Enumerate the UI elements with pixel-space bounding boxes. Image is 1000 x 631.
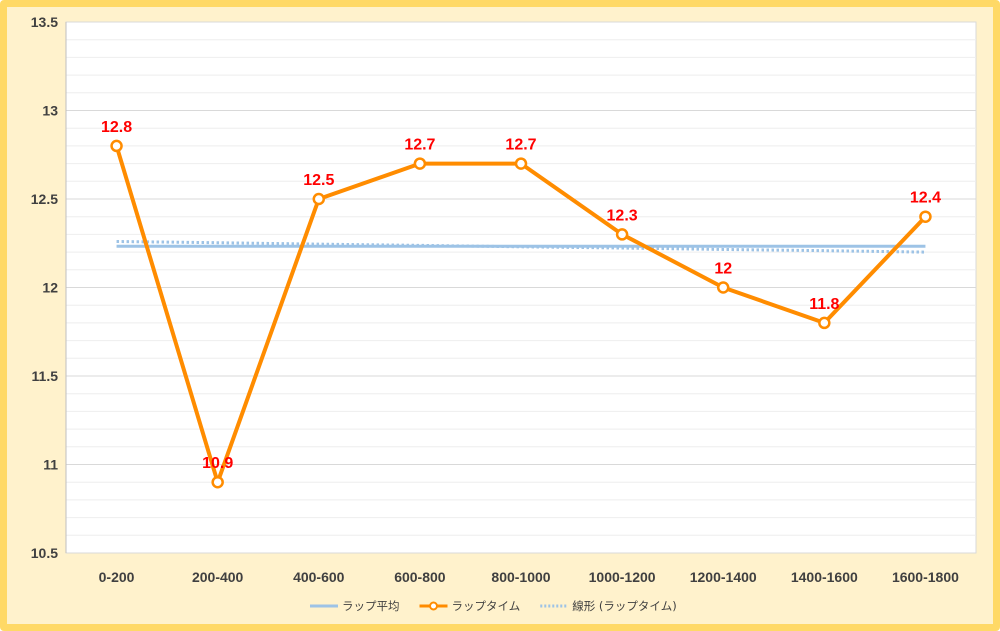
- y-tick-label-10-5: 10.5: [31, 545, 58, 561]
- x-tick-label-1400-1600: 1400-1600: [791, 569, 858, 585]
- data-point-1200-1400: [716, 281, 730, 294]
- y-tick-label-13: 13: [42, 103, 58, 119]
- x-tick-label-800-1000: 800-1000: [491, 569, 550, 585]
- data-label-200-400: 10.9: [202, 455, 233, 472]
- y-axis-ticks: 10.5 11 11.5 12 12.5 13 13.5: [31, 14, 58, 561]
- y-tick-label-11: 11: [43, 457, 58, 473]
- y-tick-label-13-5: 13.5: [31, 14, 58, 30]
- data-label-600-800: 12.7: [404, 137, 435, 154]
- legend-label-lap-average: ラップ平均: [342, 599, 400, 613]
- y-tick-label-12: 12: [42, 280, 58, 296]
- data-label-800-1000: 12.7: [505, 137, 536, 154]
- x-tick-label-1000-1200: 1000-1200: [589, 569, 656, 585]
- data-label-400-600: 12.5: [303, 172, 334, 189]
- x-tick-label-1200-1400: 1200-1400: [690, 569, 757, 585]
- data-label-0-200: 12.8: [101, 119, 132, 136]
- x-tick-label-1600-1800: 1600-1800: [892, 569, 959, 585]
- y-tick-label-12-5: 12.5: [31, 191, 58, 207]
- data-point-400-600: [312, 192, 326, 206]
- y-tick-label-11-5: 11.5: [32, 368, 59, 384]
- x-tick-label-600-800: 600-800: [394, 569, 446, 585]
- data-label-1600-1800: 12.4: [910, 190, 941, 207]
- x-tick-label-400-600: 400-600: [293, 569, 345, 585]
- data-point-200-400: [211, 475, 224, 489]
- x-tick-label-200-400: 200-400: [192, 569, 244, 585]
- data-point-1400-1600: [818, 316, 831, 330]
- legend-marker-lap-time: [429, 601, 438, 611]
- data-point-1000-1200: [615, 228, 629, 241]
- gridlines: [66, 39, 976, 536]
- x-tick-label-0-200: 0-200: [99, 569, 135, 585]
- data-point-0-200: [110, 139, 123, 153]
- data-label-1000-1200: 12.3: [607, 207, 638, 224]
- legend-label-lap-time: ラップタイム: [452, 599, 521, 613]
- data-label-1400-1600: 11.8: [809, 296, 839, 313]
- data-label-1200-1400: 12: [714, 261, 732, 278]
- series-layer: [110, 139, 932, 489]
- data-labels: 12.8 10.9 12.5 12.7 12.7 12.3 12 11.8 12.4: [101, 119, 941, 472]
- data-point-600-800: [413, 157, 427, 170]
- legend: ラップ平均 ラップタイム 線形 (ラップタイム): [310, 599, 677, 613]
- legend-label-linear-trend: 線形 (ラップタイム): [572, 599, 676, 613]
- x-axis-ticks: 0-200 200-400 400-600 600-800 800-1000 1000-1…: [99, 569, 959, 585]
- data-point-800-1000: [514, 157, 528, 170]
- data-point-1600-1800: [919, 210, 932, 223]
